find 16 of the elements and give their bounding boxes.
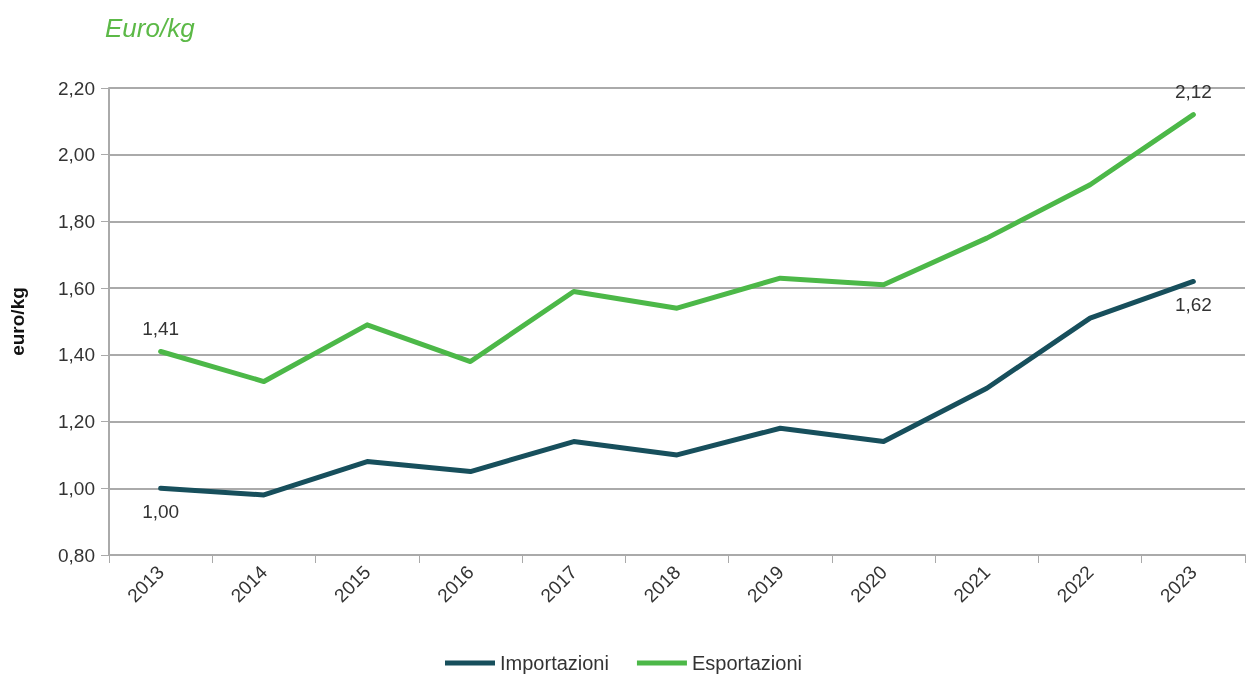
data-label: 1,00 xyxy=(142,501,180,523)
y-tick-label: 1,60 xyxy=(58,277,95,299)
y-tick-label: 1,00 xyxy=(58,477,95,499)
y-tick-label: 2,20 xyxy=(58,77,95,99)
y-tick-label: 1,80 xyxy=(58,210,95,232)
y-tick-label: 0,80 xyxy=(58,544,95,566)
data-label: 1,62 xyxy=(1174,294,1212,316)
chart-title: Euro/kg xyxy=(105,13,196,43)
data-label: 1,41 xyxy=(142,317,180,339)
legend-label: Importazioni xyxy=(500,652,609,674)
y-axis-title: euro/kg xyxy=(7,287,28,356)
y-tick-label: 2,00 xyxy=(58,144,95,166)
legend-label: Esportazioni xyxy=(691,652,802,674)
y-tick-label: 1,20 xyxy=(58,411,95,433)
y-tick-label: 1,40 xyxy=(58,344,95,366)
data-label: 2,12 xyxy=(1174,80,1212,102)
